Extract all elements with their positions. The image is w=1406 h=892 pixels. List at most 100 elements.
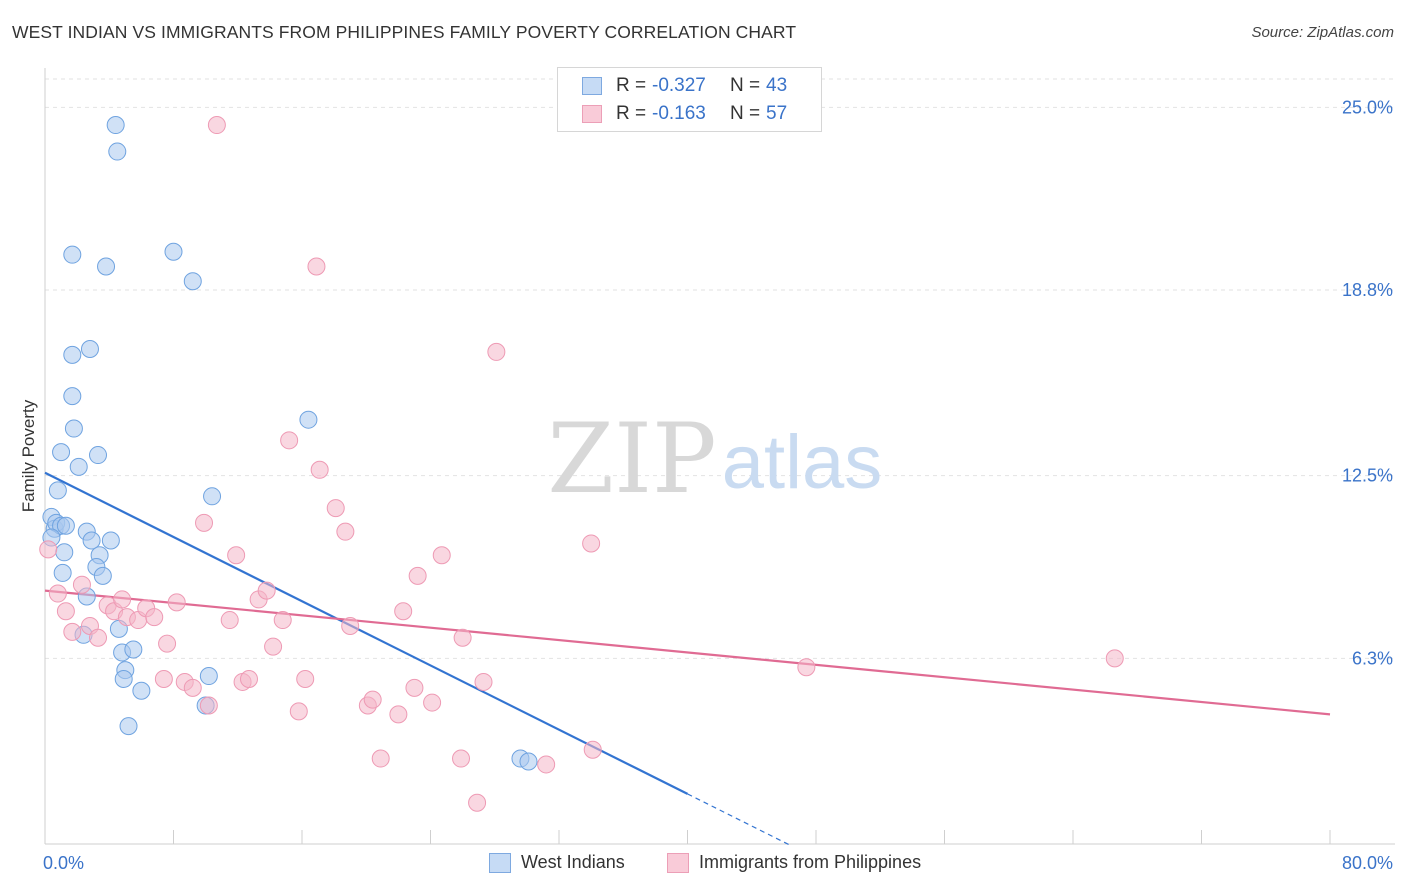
point-philippines: [389, 705, 408, 724]
point-west-indians: [52, 443, 71, 462]
point-west-indians: [63, 345, 82, 364]
point-west-indians: [56, 516, 75, 535]
n-label: N =: [730, 103, 761, 124]
watermark-atlas: atlas: [722, 420, 883, 505]
point-philippines: [408, 566, 427, 585]
point-west-indians: [82, 531, 101, 550]
point-philippines: [432, 546, 451, 565]
legend-row-west-indians: R = -0.327 N = 43: [558, 72, 787, 100]
point-west-indians: [64, 419, 83, 438]
bottom-legend-west-indians: West Indians: [489, 852, 625, 873]
point-west-indians: [80, 339, 99, 358]
data-points: [39, 116, 1124, 812]
bottom-legend-philippines: Immigrants from Philippines: [667, 852, 921, 873]
y-tick-label: 12.5%: [1342, 466, 1393, 486]
point-west-indians: [55, 543, 74, 562]
point-philippines: [39, 540, 58, 559]
point-west-indians: [63, 387, 82, 406]
x-tick-label-min: 0.0%: [43, 853, 84, 873]
point-philippines: [310, 460, 329, 479]
point-philippines: [207, 116, 226, 135]
point-west-indians: [519, 752, 538, 771]
r-value-west-indians: -0.327: [652, 75, 706, 96]
chart-title: WEST INDIAN VS IMMIGRANTS FROM PHILIPPIN…: [12, 22, 797, 42]
point-philippines: [113, 590, 132, 609]
point-philippines: [583, 740, 602, 759]
point-west-indians: [106, 116, 125, 135]
n-value-philippines: 57: [766, 103, 788, 124]
bottom-legend-label-west-indians: West Indians: [521, 852, 625, 872]
point-philippines: [468, 793, 487, 812]
point-philippines: [158, 634, 177, 653]
point-philippines: [89, 628, 108, 647]
n-label: N =: [730, 75, 761, 96]
point-philippines: [336, 522, 355, 541]
point-philippines: [1105, 649, 1124, 668]
point-west-indians: [124, 640, 143, 659]
trend-lines: [44, 471, 1331, 847]
point-philippines: [280, 431, 299, 450]
point-philippines: [797, 658, 816, 677]
point-philippines: [72, 575, 91, 594]
point-philippines: [227, 546, 246, 565]
point-philippines: [394, 602, 413, 621]
point-philippines: [273, 611, 292, 630]
point-west-indians: [48, 481, 67, 500]
point-west-indians: [119, 717, 138, 736]
point-philippines: [154, 669, 173, 688]
point-philippines: [296, 669, 315, 688]
point-philippines: [56, 602, 75, 621]
point-west-indians: [108, 142, 127, 161]
swatch-philippines: [582, 105, 602, 123]
point-philippines: [307, 257, 326, 276]
bottom-legend-label-philippines: Immigrants from Philippines: [699, 852, 922, 872]
point-west-indians: [199, 667, 218, 686]
point-west-indians: [183, 272, 202, 291]
r-label: R =: [616, 103, 647, 124]
point-philippines: [48, 584, 67, 603]
point-philippines: [239, 669, 258, 688]
point-philippines: [63, 622, 82, 641]
point-west-indians: [97, 257, 116, 276]
point-philippines: [257, 581, 276, 600]
bottom-swatch-philippines: [667, 852, 689, 873]
source-label: Source: ZipAtlas.com: [1251, 24, 1394, 41]
n-value-west-indians: 43: [766, 75, 788, 96]
trend-line-west-indians-extension: [687, 793, 793, 847]
r-value-philippines: -0.163: [652, 103, 706, 124]
point-west-indians: [114, 669, 133, 688]
y-tick-label: 18.8%: [1342, 280, 1393, 300]
r-label: R =: [616, 75, 647, 96]
point-west-indians: [299, 410, 318, 429]
point-philippines: [405, 678, 424, 697]
grid-lines: [45, 78, 1395, 659]
point-philippines: [474, 672, 493, 691]
y-tick-labels: 6.3% 12.5% 18.8% 25.0%: [1342, 97, 1393, 668]
point-west-indians: [164, 242, 183, 261]
point-philippines: [341, 616, 360, 635]
point-west-indians: [203, 487, 222, 506]
point-west-indians: [63, 245, 82, 264]
y-tick-label: 25.0%: [1342, 97, 1393, 117]
point-philippines: [453, 628, 472, 647]
point-west-indians: [132, 681, 151, 700]
point-philippines: [289, 702, 308, 721]
point-philippines: [487, 342, 506, 361]
y-tick-label: 6.3%: [1352, 648, 1393, 668]
point-west-indians: [89, 446, 108, 465]
point-philippines: [326, 499, 345, 518]
point-west-indians: [53, 563, 72, 582]
watermark-zip: ZIP: [547, 403, 716, 515]
point-west-indians: [93, 566, 112, 585]
bottom-swatch-west-indians: [489, 852, 511, 873]
watermark: ZIP atlas: [547, 403, 882, 515]
point-philippines: [423, 693, 442, 712]
x-tick-labels: 0.0% 80.0%: [43, 853, 1393, 873]
point-philippines: [183, 678, 202, 697]
point-philippines: [145, 608, 164, 627]
point-philippines: [264, 637, 283, 656]
point-west-indians: [101, 531, 120, 550]
point-philippines: [199, 696, 218, 715]
point-philippines: [220, 611, 239, 630]
